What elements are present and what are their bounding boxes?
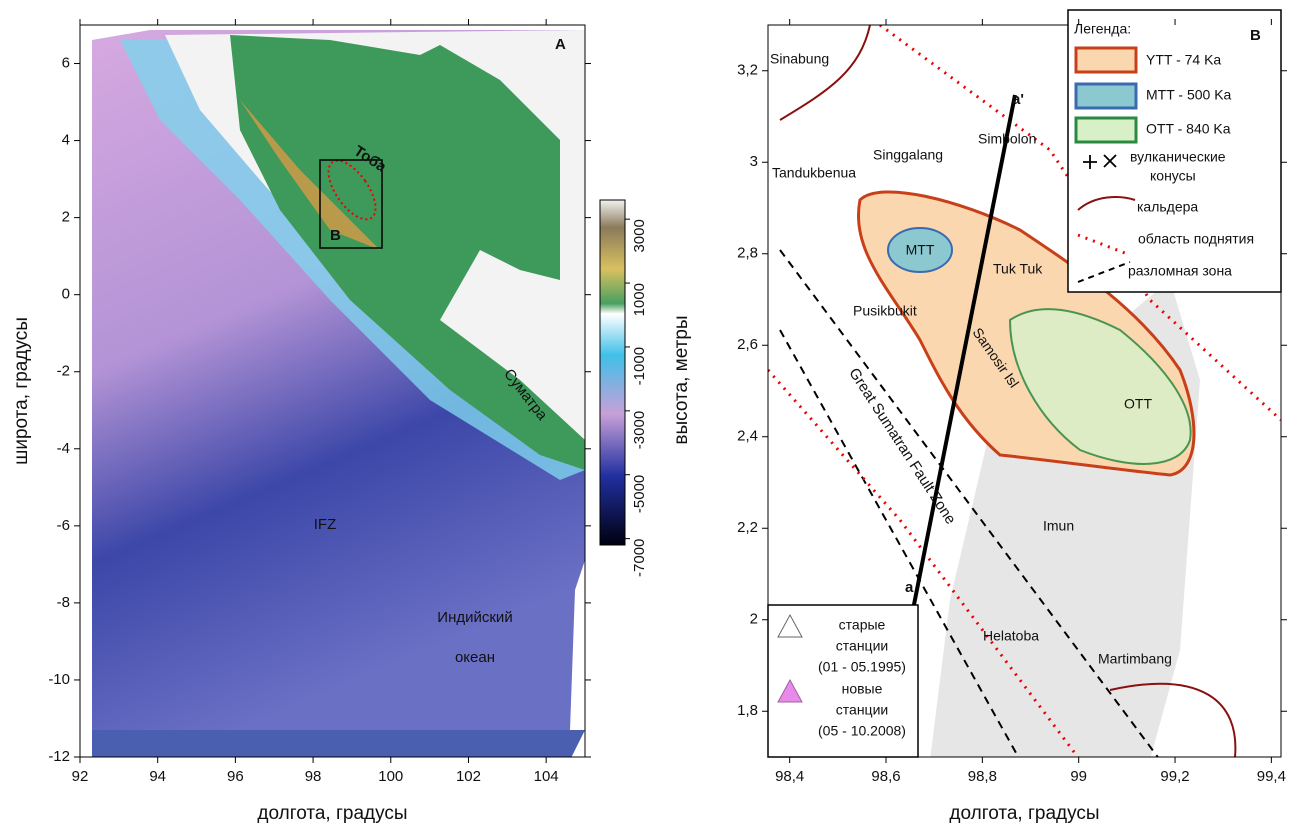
place-label: Great Sumatran Fault Zone: [845, 365, 959, 527]
place-label: Helatoba: [983, 628, 1039, 644]
legend-entry: OTT - 840 Ka: [1146, 121, 1231, 137]
x-axis-label: долгота, градусы: [257, 803, 407, 824]
x-tick-label: 102: [456, 768, 481, 785]
place-label: Simbolon: [978, 131, 1036, 147]
colorbar-label: высота, метры: [671, 315, 692, 444]
place-label: Tandukbenua: [772, 165, 856, 181]
y-tick-label: -12: [48, 748, 70, 765]
x-tick-label: 98: [305, 768, 322, 785]
legend-entry: вулканические: [1130, 149, 1226, 165]
legend-entry: конусы: [1150, 168, 1196, 184]
colorbar-tick-label: -7000: [631, 539, 648, 577]
place-label: Singgalang: [873, 147, 943, 163]
map-label: океан: [455, 649, 495, 666]
x-tick-label: 94: [149, 768, 166, 785]
place-label: Tuk Tuk: [993, 261, 1043, 277]
colorbar-tick-label: 3000: [631, 219, 648, 252]
colorbar-tick-label: -3000: [631, 411, 648, 449]
place-label: Imun: [1043, 518, 1074, 534]
place-label: a: [905, 579, 914, 596]
panel-letter: А: [555, 36, 566, 53]
y-tick-label: -8: [57, 594, 70, 611]
x-tick-label: 99,2: [1160, 768, 1189, 785]
x-tick-label: 98,8: [968, 768, 997, 785]
y-axis-label: широта, градусы: [11, 317, 32, 465]
y-tick-label: 2,4: [737, 428, 758, 445]
legend-title: Легенда:: [1074, 21, 1131, 37]
y-tick-label: 3,2: [737, 62, 758, 79]
x-tick-label: 98,6: [871, 768, 900, 785]
x-tick-label: 98,4: [775, 768, 804, 785]
y-tick-label: 2: [750, 611, 758, 628]
legend-entry: новые: [842, 681, 883, 697]
x-tick-label: 96: [227, 768, 244, 785]
x-tick-label: 104: [534, 768, 559, 785]
place-label: a': [1012, 91, 1024, 108]
y-tick-label: -4: [57, 440, 70, 457]
colorbar: [600, 200, 625, 545]
figure: 92 94 96 98 100 102 104 -12 -10 -8 -6 -4 -2 0 2 4 6 долго…: [0, 0, 1291, 826]
y-tick-label: 2,2: [737, 519, 758, 536]
legend-entry: (05 - 10.2008): [818, 723, 906, 739]
panel-letter: B: [1250, 27, 1261, 44]
x-tick-label: 99,4: [1257, 768, 1286, 785]
y-tick-label: 3: [750, 153, 758, 170]
map-label: Индийский: [437, 609, 512, 626]
colorbar-tick-label: -1000: [631, 347, 648, 385]
y-tick-label: 4: [62, 132, 70, 149]
y-tick-label: 2,8: [737, 245, 758, 262]
y-tick-label: 0: [62, 286, 70, 303]
legend-entry: старые: [839, 617, 886, 633]
colorbar-tick-label: -5000: [631, 475, 648, 513]
x-tick-label: 92: [72, 768, 89, 785]
y-tick-label: 6: [62, 54, 70, 71]
x-axis-label: долгота, градусы: [949, 803, 1099, 824]
place-label: OTT: [1124, 396, 1152, 412]
colorbar-tick-label: 1000: [631, 283, 648, 316]
y-tick-label: -2: [57, 363, 70, 380]
map-label: B: [330, 227, 341, 244]
place-label: Pusikbukit: [853, 303, 917, 319]
legend-entry: разломная зона: [1128, 263, 1232, 279]
y-tick-label: 2: [62, 209, 70, 226]
legend-entry: станции: [836, 702, 888, 718]
y-tick-label: 1,8: [737, 702, 758, 719]
y-tick-label: 2,6: [737, 336, 758, 353]
legend-entry: станции: [836, 638, 888, 654]
map-label: IFZ: [314, 516, 337, 533]
place-label: Sinabung: [770, 51, 829, 67]
place-label: Martimbang: [1098, 651, 1172, 667]
legend-entry: область поднятия: [1138, 231, 1254, 247]
legend-entry: (01 - 05.1995): [818, 659, 906, 675]
legend-entry: кальдера: [1137, 199, 1198, 215]
x-tick-label: 100: [378, 768, 403, 785]
legend-entry: MTT - 500 Ka: [1146, 87, 1232, 103]
legend-entry: YTT - 74 Ka: [1146, 52, 1221, 68]
x-tick-label: 99: [1070, 768, 1087, 785]
y-tick-label: -10: [48, 671, 70, 688]
y-tick-label: -6: [57, 517, 70, 534]
place-label: MTT: [906, 242, 935, 258]
map-a: [92, 30, 585, 760]
